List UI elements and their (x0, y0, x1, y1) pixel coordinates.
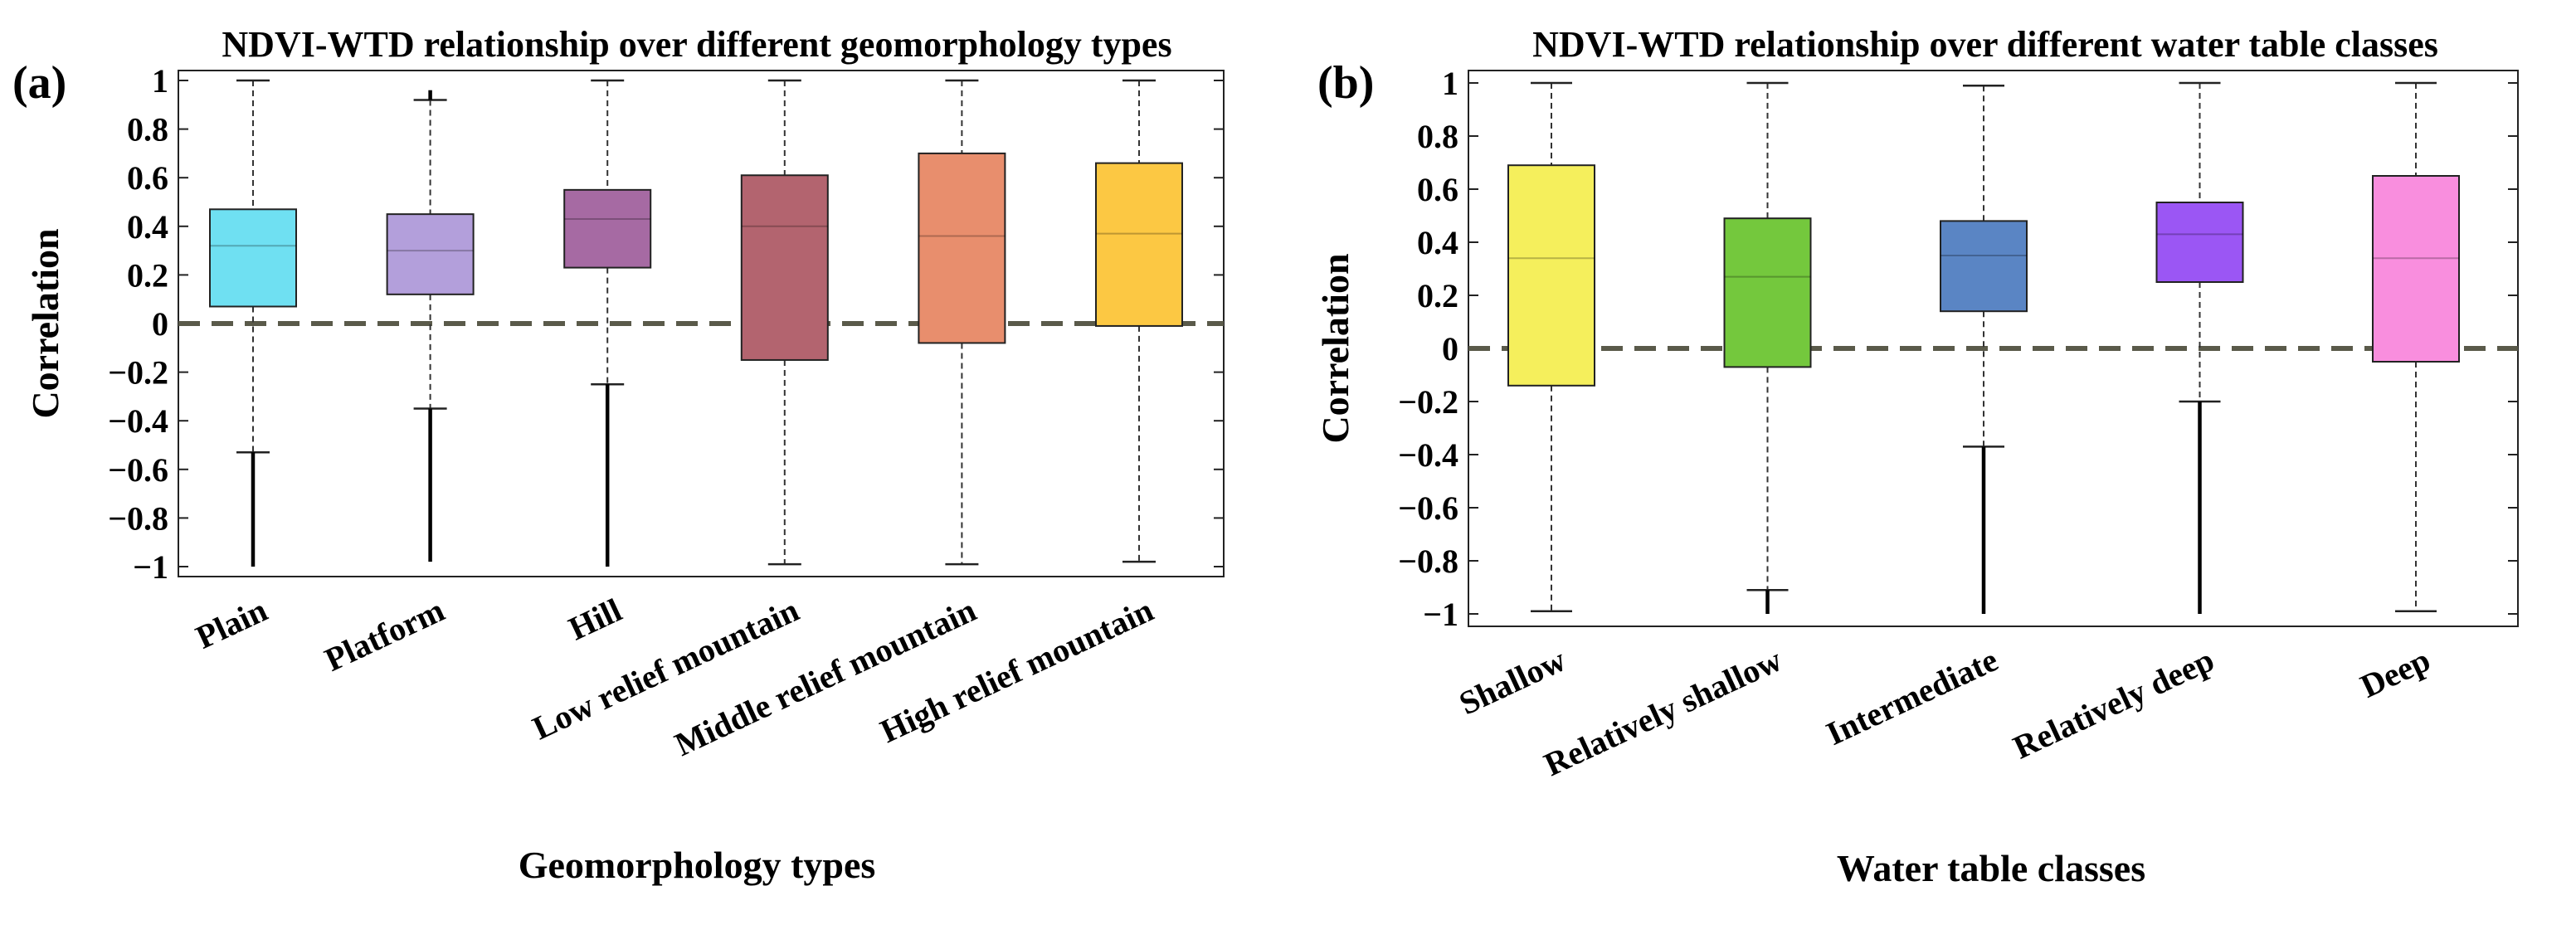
y-tick-label: 0.4 (127, 208, 168, 246)
box-plot (209, 79, 297, 567)
y-tick-label: 1 (1442, 65, 1458, 102)
y-tick-label: 0.2 (1417, 277, 1458, 314)
y-tick-label: −0.2 (108, 354, 168, 392)
panel-a-plot-frame (178, 70, 1225, 577)
x-category-label: Middle relief mountain (669, 591, 981, 763)
x-category-label: Relatively deep (2008, 640, 2220, 766)
panel-a-x-axis-label: Geomorphology types (519, 844, 876, 886)
panel-b: (b) NDVI-WTD relationship over different… (1314, 24, 2519, 889)
panel-a-title: NDVI-WTD relationship over different geo… (222, 24, 1171, 65)
box-plot (1507, 81, 1595, 613)
y-tick-label: 0 (152, 305, 168, 343)
y-tick-label: −0.8 (108, 499, 168, 537)
panel-b-label: (b) (1317, 57, 1374, 109)
x-category-label: Platform (319, 591, 450, 679)
x-category-label: Deep (2354, 640, 2436, 704)
y-tick-label: −1 (133, 548, 168, 586)
panel-a-y-axis: 1 0.8 0.6 0.4 0.2 0 −0.2 −0.4 −0.6 −0.8 −1 (108, 62, 1224, 586)
box-plot (386, 90, 475, 562)
box-plot (2155, 81, 2244, 614)
box-iqr (1940, 220, 2028, 313)
y-tick-label: 0.6 (1417, 171, 1458, 208)
y-tick-label: −0.2 (1398, 383, 1458, 421)
panel-a: (a) NDVI-WTD relationship over different… (12, 24, 1225, 886)
box-plot (1940, 84, 2028, 614)
x-category-label: Shallow (1454, 640, 1571, 722)
box-iqr (918, 152, 1006, 344)
y-tick-label: 0 (1442, 330, 1458, 368)
box-plot (918, 79, 1006, 566)
y-tick-label: 0.2 (127, 256, 168, 294)
box-iqr (2155, 202, 2244, 283)
box-iqr (1507, 164, 1595, 387)
panel-a-y-axis-label: Correlation (24, 228, 66, 418)
y-tick-label: −0.4 (108, 402, 168, 440)
x-category-label: Intermediate (1820, 640, 2003, 752)
y-tick-label: −0.6 (108, 451, 168, 489)
x-category-label: Relatively shallow (1538, 640, 1787, 783)
panel-b-y-axis-label: Correlation (1314, 253, 1356, 443)
box-iqr (209, 208, 297, 308)
box-iqr (1723, 217, 1812, 368)
box-plot (1095, 79, 1183, 563)
y-tick-label: −0.8 (1398, 543, 1458, 580)
y-tick-label: −0.6 (1398, 489, 1458, 527)
panel-b-x-axis-label: Water table classes (1837, 847, 2145, 889)
x-category-label: Hill (563, 591, 627, 647)
panel-b-title: NDVI-WTD relationship over different wat… (1532, 24, 2438, 65)
box-iqr (1095, 162, 1183, 327)
box-plot (563, 79, 652, 567)
box-iqr (563, 188, 652, 269)
y-tick-label: 0.8 (1417, 118, 1458, 155)
y-tick-label: 1 (152, 62, 168, 100)
y-tick-label: −0.4 (1398, 436, 1458, 474)
y-tick-label: 0.8 (127, 111, 168, 148)
y-tick-label: 0.6 (127, 159, 168, 197)
panel-a-label: (a) (12, 57, 66, 109)
panel-b-boxes (1507, 81, 2460, 614)
box-iqr (740, 174, 829, 361)
box-plot (740, 79, 829, 566)
box-plot (2372, 81, 2460, 613)
panel-b-plot-frame (1468, 70, 2519, 627)
box-iqr (386, 213, 475, 295)
panel-a-boxes (209, 79, 1183, 567)
x-category-label: Plain (190, 591, 273, 655)
y-tick-label: 0.4 (1417, 224, 1458, 261)
box-plot (1723, 81, 1812, 614)
y-tick-label: −1 (1423, 596, 1458, 633)
box-iqr (2372, 175, 2460, 363)
